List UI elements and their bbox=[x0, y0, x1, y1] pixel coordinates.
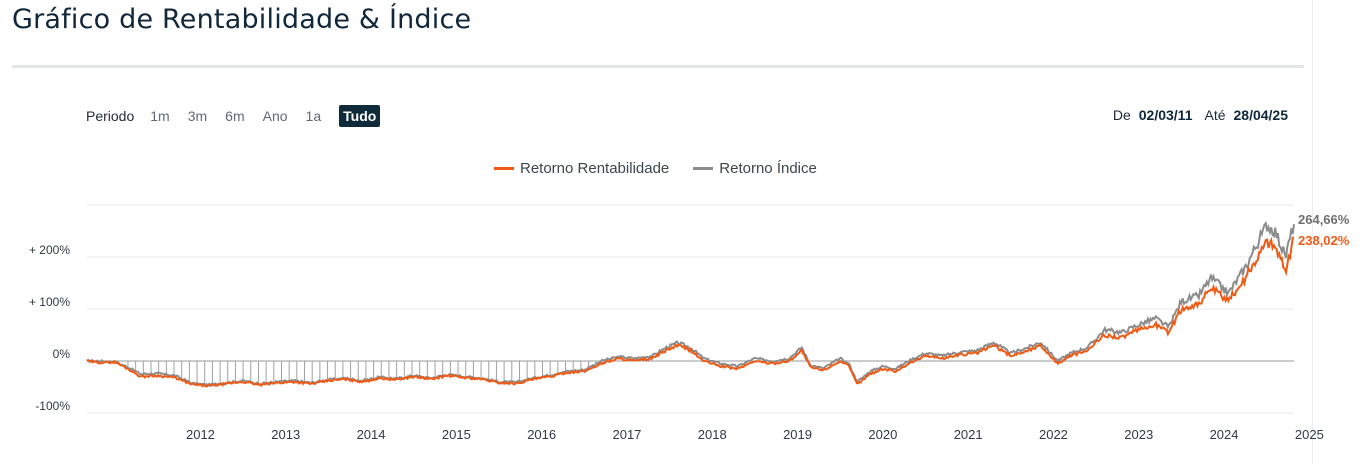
end-label-indice: 264,66% bbox=[1298, 212, 1350, 227]
date-to-label: Até bbox=[1204, 107, 1226, 123]
x-tick-label: 2015 bbox=[442, 427, 471, 442]
x-tick-label: 2021 bbox=[954, 427, 983, 442]
date-from-label: De bbox=[1112, 107, 1131, 123]
legend-swatch-indice bbox=[693, 167, 714, 170]
period-button-ano[interactable]: Ano bbox=[262, 108, 288, 124]
date-to-value[interactable]: 28/04/25 bbox=[1233, 107, 1289, 123]
period-button-1m[interactable]: 1m bbox=[150, 108, 170, 124]
x-tick-label: 2024 bbox=[1210, 427, 1239, 442]
panel-edge bbox=[1312, 0, 1313, 464]
period-label: Periodo bbox=[86, 108, 135, 124]
x-tick-label: 2020 bbox=[868, 427, 897, 442]
period-button-1a[interactable]: 1a bbox=[305, 108, 322, 124]
x-tick-label: 2016 bbox=[527, 427, 556, 442]
period-button-6m[interactable]: 6m bbox=[225, 108, 245, 124]
x-tick-label: 2023 bbox=[1124, 427, 1153, 442]
page-title: Gráfico de Rentabilidade & Índice bbox=[12, 4, 472, 35]
legend-item-indice[interactable]: Retorno Índice bbox=[693, 160, 817, 177]
legend-item-rentabilidade[interactable]: Retorno Rentabilidade bbox=[494, 160, 669, 177]
y-tick-label: 0% bbox=[53, 347, 71, 361]
series-line-rentabilidade bbox=[86, 236, 1295, 388]
x-tick-label: 2013 bbox=[271, 427, 300, 442]
y-tick-label: + 200% bbox=[29, 243, 70, 257]
y-tick-label: -100% bbox=[35, 399, 70, 413]
date-range: De 02/03/11 Até 28/04/25 bbox=[1113, 107, 1292, 123]
x-tick-label: 2022 bbox=[1039, 427, 1068, 442]
end-label-rentabilidade: 238,02% bbox=[1298, 233, 1350, 248]
period-selector: Periodo 1m 3m 6m Ano 1a Tudo bbox=[86, 104, 398, 128]
chart-legend: Retorno Rentabilidade Retorno Índice bbox=[494, 160, 817, 177]
y-tick-label: + 100% bbox=[29, 295, 70, 309]
x-tick-label: 2025 bbox=[1295, 427, 1324, 442]
x-tick-label: 2019 bbox=[783, 427, 812, 442]
legend-label-indice: Retorno Índice bbox=[719, 160, 817, 177]
period-button-3m[interactable]: 3m bbox=[187, 108, 208, 124]
x-tick-label: 2014 bbox=[357, 427, 386, 442]
date-from-value[interactable]: 02/03/11 bbox=[1138, 107, 1193, 123]
x-tick-label: 2012 bbox=[186, 427, 215, 442]
x-tick-label: 2017 bbox=[612, 427, 641, 442]
legend-swatch-rentabilidade bbox=[494, 167, 514, 170]
period-button-tudo[interactable]: Tudo bbox=[339, 105, 381, 127]
x-tick-label: 2018 bbox=[698, 427, 727, 442]
title-divider bbox=[12, 65, 1304, 68]
legend-label-rentabilidade: Retorno Rentabilidade bbox=[520, 160, 670, 177]
